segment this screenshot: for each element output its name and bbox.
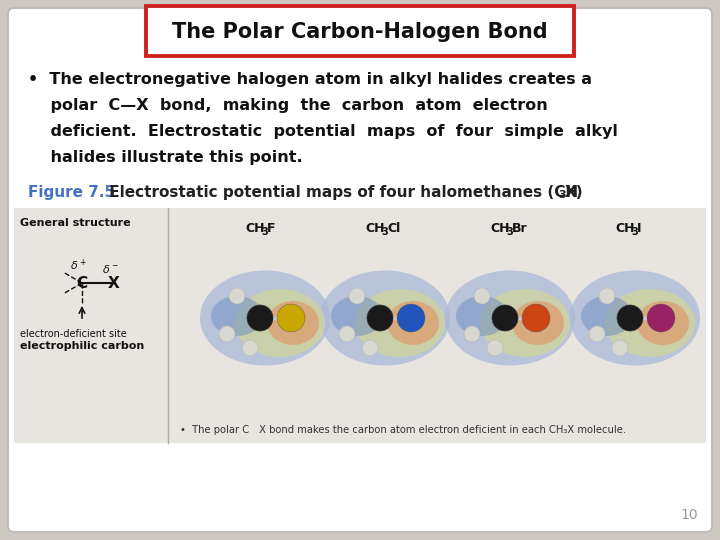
Ellipse shape (637, 301, 689, 345)
Ellipse shape (581, 296, 633, 336)
Text: CH: CH (490, 222, 510, 235)
Text: CH: CH (245, 222, 264, 235)
Text: electrophilic carbon: electrophilic carbon (20, 341, 144, 351)
Text: 3: 3 (558, 190, 566, 200)
Ellipse shape (355, 289, 445, 357)
Circle shape (487, 340, 503, 356)
Text: F: F (267, 222, 276, 235)
Text: •  The electronegative halogen atom in alkyl halides creates a: • The electronegative halogen atom in al… (28, 72, 592, 87)
Text: Electrostatic potential maps of four halomethanes (CH: Electrostatic potential maps of four hal… (104, 185, 578, 200)
Text: I: I (637, 222, 642, 235)
Bar (14, 208, 706, 443)
Text: deficient.  Electrostatic  potential  maps  of  four  simple  alkyl: deficient. Electrostatic potential maps … (28, 124, 618, 139)
Text: •  The polar C X bond makes the carbon atom electron deficient in each CH₃X mole: • The polar C X bond makes the carbon at… (180, 425, 626, 435)
Ellipse shape (235, 289, 325, 357)
Text: 3: 3 (631, 227, 638, 237)
Circle shape (229, 288, 245, 304)
Ellipse shape (267, 301, 319, 345)
Text: 3: 3 (506, 227, 513, 237)
Text: 3: 3 (261, 227, 268, 237)
Ellipse shape (211, 296, 263, 336)
Ellipse shape (456, 296, 508, 336)
Text: Br: Br (512, 222, 528, 235)
Circle shape (589, 326, 605, 342)
Text: electron-deficient site: electron-deficient site (20, 329, 127, 339)
Ellipse shape (331, 296, 383, 336)
Text: Figure 7.5: Figure 7.5 (28, 185, 115, 200)
FancyBboxPatch shape (146, 6, 574, 56)
Circle shape (339, 326, 355, 342)
Circle shape (617, 305, 643, 331)
Ellipse shape (512, 301, 564, 345)
Circle shape (492, 305, 518, 331)
Text: polar  C—X  bond,  making  the  carbon  atom  electron: polar C—X bond, making the carbon atom e… (28, 98, 548, 113)
Text: 3: 3 (381, 227, 388, 237)
FancyBboxPatch shape (8, 8, 712, 532)
Text: halides illustrate this point.: halides illustrate this point. (28, 150, 302, 165)
Ellipse shape (320, 271, 450, 366)
Circle shape (522, 304, 550, 332)
Text: Cl: Cl (387, 222, 400, 235)
Text: $\delta^+$: $\delta^+$ (70, 258, 86, 273)
Ellipse shape (445, 271, 575, 366)
Text: C: C (76, 275, 88, 291)
Text: CH: CH (365, 222, 384, 235)
Ellipse shape (605, 289, 695, 357)
Circle shape (219, 326, 235, 342)
Circle shape (647, 304, 675, 332)
Text: X): X) (565, 185, 584, 200)
Circle shape (247, 305, 273, 331)
Circle shape (599, 288, 615, 304)
Text: The Polar Carbon-Halogen Bond: The Polar Carbon-Halogen Bond (172, 22, 548, 42)
Text: General structure: General structure (20, 218, 130, 228)
Circle shape (242, 340, 258, 356)
Circle shape (397, 304, 425, 332)
Circle shape (362, 340, 378, 356)
Text: 10: 10 (680, 508, 698, 522)
Text: X: X (108, 275, 120, 291)
Circle shape (612, 340, 628, 356)
Text: $\delta^-$: $\delta^-$ (102, 263, 118, 275)
Ellipse shape (570, 271, 700, 366)
Circle shape (464, 326, 480, 342)
Ellipse shape (387, 301, 439, 345)
Circle shape (349, 288, 365, 304)
Text: CH: CH (615, 222, 634, 235)
Ellipse shape (480, 289, 570, 357)
Circle shape (474, 288, 490, 304)
Circle shape (277, 304, 305, 332)
Circle shape (367, 305, 393, 331)
Ellipse shape (200, 271, 330, 366)
